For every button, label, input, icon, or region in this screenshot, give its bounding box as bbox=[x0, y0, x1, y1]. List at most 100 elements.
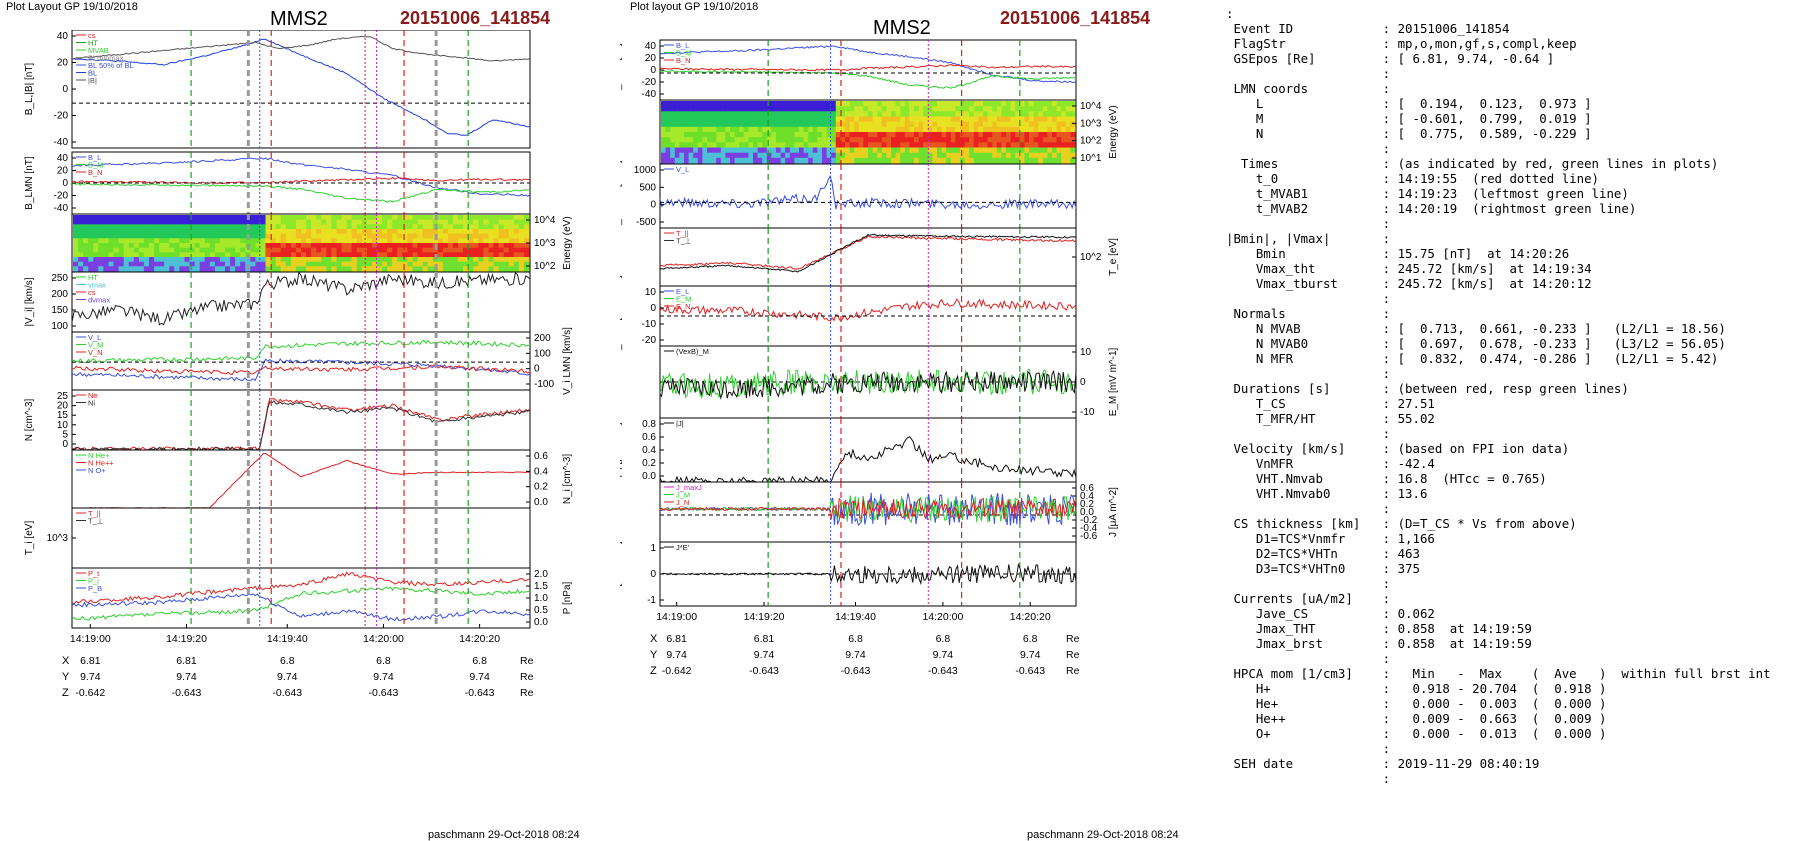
spectrogram-cell bbox=[235, 266, 241, 272]
spectrogram-cell bbox=[661, 116, 667, 123]
spectrogram-cell bbox=[771, 132, 777, 138]
spectrogram-cell bbox=[518, 252, 525, 258]
spectrogram-cell bbox=[914, 132, 920, 138]
spectrogram-cell bbox=[488, 243, 495, 249]
spectrogram-cell bbox=[927, 137, 933, 143]
spectrogram-cell bbox=[513, 261, 520, 267]
spectrogram-cell bbox=[753, 111, 759, 118]
spectrogram-cell bbox=[863, 147, 869, 154]
spectrogram-cell bbox=[849, 111, 855, 118]
spectrogram-cell bbox=[306, 266, 312, 272]
spectrogram-cell bbox=[523, 257, 530, 263]
spectrogram-cell bbox=[1033, 142, 1039, 149]
spectrogram-cell bbox=[886, 101, 892, 107]
spectrogram-cell bbox=[447, 215, 454, 221]
spectrogram-cell bbox=[473, 266, 479, 272]
spectrogram-cell bbox=[743, 111, 749, 118]
spectrogram-cell bbox=[356, 233, 363, 239]
legend-entry: T_⊥ bbox=[676, 237, 692, 246]
spectrogram-cell bbox=[78, 238, 84, 244]
spectrogram-cell bbox=[881, 121, 887, 128]
spectrogram-cell bbox=[123, 233, 130, 239]
spectrogram-cell bbox=[214, 252, 221, 258]
spectrogram-cell bbox=[946, 111, 952, 118]
spectrogram-cell bbox=[992, 106, 998, 112]
spectrogram-cell bbox=[285, 233, 292, 239]
spectrogram-cell bbox=[941, 121, 947, 128]
spectrogram-cell bbox=[766, 157, 772, 164]
spectrogram-cell bbox=[508, 261, 515, 267]
spectrogram-cell bbox=[1033, 147, 1039, 154]
spectrogram-cell bbox=[184, 247, 191, 253]
spectrogram-cell bbox=[826, 142, 832, 149]
spectrogram-cell bbox=[734, 121, 740, 128]
spectrogram-cell bbox=[868, 147, 874, 154]
spectrogram-cell bbox=[835, 121, 841, 128]
spectrogram-cell bbox=[766, 137, 772, 143]
coord-value: 9.74 bbox=[754, 649, 775, 661]
info-line: LMN coords : bbox=[1226, 81, 1391, 96]
spectrogram-cell bbox=[661, 142, 667, 149]
spectrogram-cell bbox=[149, 224, 155, 230]
spectrogram-cell bbox=[693, 101, 699, 107]
spectrogram-cell bbox=[785, 132, 791, 138]
spectrogram-cell bbox=[799, 101, 805, 107]
spectrogram-cell bbox=[437, 233, 444, 239]
spectrogram-cell bbox=[447, 238, 454, 244]
spectrogram-cell bbox=[904, 132, 910, 138]
spectrogram-cell bbox=[996, 121, 1002, 128]
spectrogram-cell bbox=[392, 257, 398, 263]
info-line: N MVAB : [ 0.713, 0.661, -0.233 ] (L2/L1… bbox=[1226, 321, 1726, 336]
spectrogram-cell bbox=[684, 101, 690, 107]
spectrogram-cell bbox=[184, 219, 191, 225]
spectrogram-cell bbox=[799, 106, 805, 112]
coord-value: -0.642 bbox=[662, 665, 692, 677]
spectrogram-cell bbox=[295, 252, 302, 258]
spectrogram-cell bbox=[789, 126, 795, 133]
spectrogram-cell bbox=[776, 101, 782, 107]
event-info-listing: : Event ID : 20151006_141854 FlagStr : m… bbox=[1226, 6, 1771, 786]
spectrogram-cell bbox=[1019, 126, 1025, 133]
spectrogram-cell bbox=[169, 247, 175, 253]
spectrogram-cell bbox=[711, 101, 717, 107]
spectrogram-cell bbox=[1024, 106, 1030, 112]
spectrogram-cell bbox=[674, 137, 680, 143]
spectrogram-cell bbox=[412, 224, 419, 230]
spectrogram-cell bbox=[331, 252, 338, 258]
spectrogram-cell bbox=[518, 266, 525, 272]
spectrogram-cell bbox=[214, 243, 221, 249]
spectrogram-cell bbox=[992, 152, 998, 159]
spectrogram-cell bbox=[858, 116, 864, 123]
spectrogram-cell bbox=[927, 142, 933, 149]
spectrogram-cell bbox=[225, 229, 231, 235]
spectrogram-cell bbox=[785, 106, 791, 112]
spectrogram-cell bbox=[240, 238, 246, 244]
spectrogram-cell bbox=[1052, 132, 1058, 138]
spectrogram-cell bbox=[209, 219, 216, 225]
spectrogram-cell bbox=[803, 111, 809, 118]
spectrogram-cell bbox=[508, 238, 515, 244]
spectrogram-cell bbox=[361, 261, 368, 267]
spectrogram-cell bbox=[863, 106, 869, 112]
spectrogram-cell bbox=[734, 111, 740, 118]
spectrogram-cell bbox=[321, 215, 327, 221]
spectrogram-cell bbox=[270, 233, 277, 239]
spectrogram-cell bbox=[371, 257, 378, 263]
burst-trace bbox=[659, 492, 1077, 527]
spectrogram-cell bbox=[341, 247, 348, 253]
spectrogram-cell bbox=[93, 247, 99, 253]
spectrogram-cell bbox=[113, 247, 120, 253]
info-line: Jmax_THT : 0.858 at 14:19:59 bbox=[1226, 621, 1532, 636]
spectrogram-cell bbox=[143, 266, 150, 272]
spectrogram-cell bbox=[468, 266, 474, 272]
spectrogram-cell bbox=[488, 215, 495, 221]
spectrogram-cell bbox=[835, 101, 841, 107]
spectrogram-cell bbox=[996, 111, 1002, 118]
spectrogram-cell bbox=[498, 229, 505, 235]
spectrogram-cell bbox=[941, 116, 947, 123]
spectrogram-cell bbox=[225, 219, 231, 225]
spectrogram-cell bbox=[128, 261, 135, 267]
spectrogram-cell bbox=[808, 147, 814, 154]
spectrogram-cell bbox=[463, 229, 469, 235]
spectrogram-cell bbox=[1056, 101, 1062, 107]
